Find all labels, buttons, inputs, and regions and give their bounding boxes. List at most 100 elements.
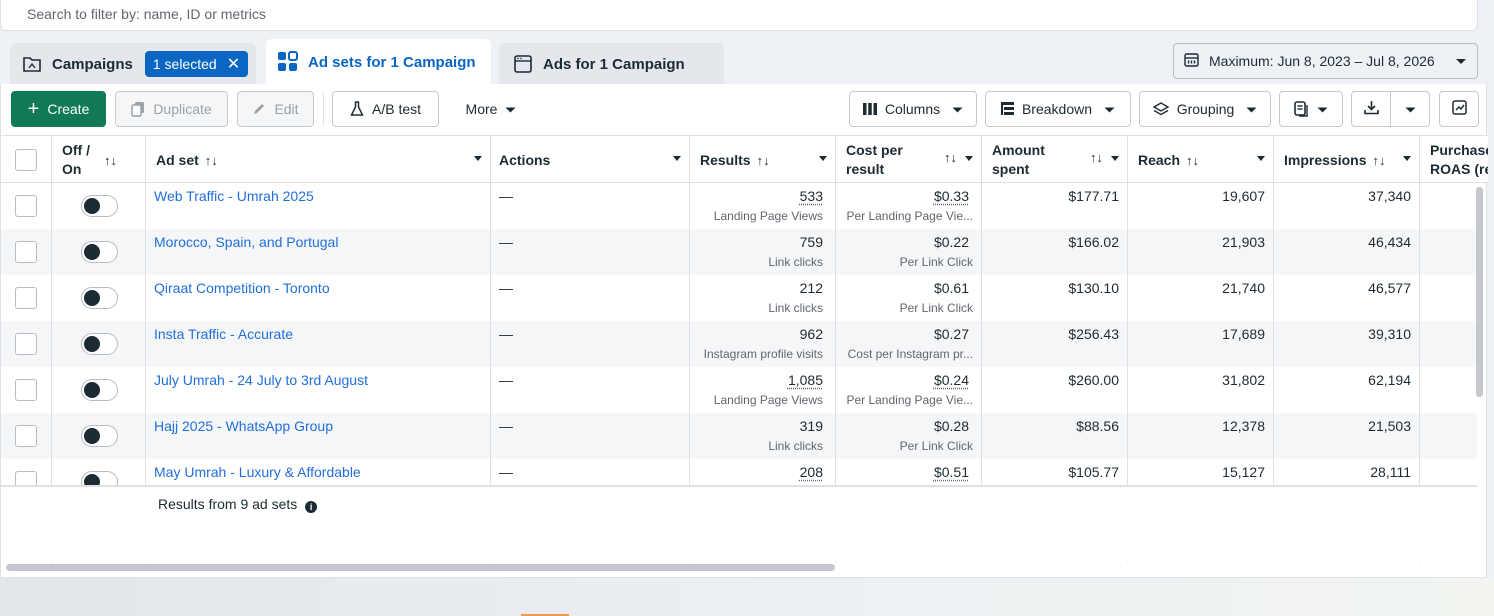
row-toggle[interactable]	[81, 287, 118, 309]
table-row[interactable]: Insta Traffic - Accurate — 962 Instagram pr…	[1, 321, 1477, 367]
impressions-value: 46,434	[1368, 234, 1411, 250]
sort-icon[interactable]: ↑↓	[756, 152, 770, 168]
adset-name-link[interactable]: Morocco, Spain, and Portugal	[154, 234, 339, 250]
date-range-picker[interactable]: Maximum: Jun 8, 2023 – Jul 8, 2026	[1173, 43, 1478, 79]
sort-icon[interactable]: ↑↓	[204, 152, 218, 168]
column-menu-icon[interactable]	[1403, 156, 1411, 161]
row-checkbox[interactable]	[15, 379, 37, 401]
column-menu-icon[interactable]	[1257, 156, 1265, 161]
row-checkbox[interactable]	[15, 471, 37, 485]
row-toggle[interactable]	[81, 379, 118, 401]
cost-per-result-value[interactable]: $0.33	[933, 188, 969, 204]
header-purchase-line1: Purchase	[1430, 142, 1488, 158]
column-menu-icon[interactable]	[673, 156, 681, 161]
selected-count-pill[interactable]: 1 selected ✕	[144, 51, 249, 77]
row-toggle[interactable]	[81, 241, 118, 263]
row-toggle[interactable]	[81, 195, 118, 217]
ab-test-button[interactable]: A/B test	[332, 91, 439, 127]
tab-campaigns[interactable]: Campaigns 1 selected ✕	[10, 43, 256, 85]
adset-name-link[interactable]: Insta Traffic - Accurate	[154, 326, 294, 342]
row-checkbox[interactable]	[15, 195, 37, 217]
ab-test-label: A/B test	[371, 101, 422, 117]
sort-icon[interactable]: ↑↓	[944, 150, 957, 165]
adset-name-link[interactable]: July Umrah - 24 July to 3rd August	[154, 372, 368, 388]
table-row[interactable]: Qiraat Competition - Toronto — 212 Link cli…	[1, 275, 1477, 321]
cost-per-result-value[interactable]: $0.24	[933, 372, 969, 388]
header-impressions[interactable]: Impressions ↑↓	[1274, 136, 1420, 184]
chevron-down-icon	[505, 101, 516, 117]
cost-per-result-value: $0.28	[933, 418, 969, 434]
adset-name-link[interactable]: Qiraat Competition - Toronto	[154, 280, 330, 296]
table-body: Web Traffic - Umrah 2025 — 533 Landing Page…	[1, 183, 1477, 485]
edit-button[interactable]: Edit	[237, 91, 314, 127]
tab-ads[interactable]: Ads for 1 Campaign	[499, 43, 724, 85]
row-checkbox[interactable]	[15, 241, 37, 263]
row-checkbox[interactable]	[15, 425, 37, 447]
header-amount-spent[interactable]: Amount spent ↑↓	[982, 136, 1128, 184]
row-toggle[interactable]	[81, 425, 118, 447]
clear-selection-icon[interactable]: ✕	[226, 56, 241, 73]
duplicate-button[interactable]: Duplicate	[115, 91, 228, 127]
amount-spent-value: $130.10	[1068, 280, 1119, 296]
table-row[interactable]: May Umrah - Luxury & Affordable — 208 $0.51…	[1, 459, 1477, 485]
export-options-button[interactable]	[1390, 91, 1430, 127]
search-input[interactable]	[1, 0, 1477, 28]
sort-icon[interactable]: ↑↓	[1090, 150, 1103, 165]
duplicate-icon	[131, 101, 145, 117]
table-row[interactable]: Hajj 2025 - WhatsApp Group — 319 Link click…	[1, 413, 1477, 459]
adset-name-link[interactable]: Web Traffic - Umrah 2025	[154, 188, 314, 204]
header-off-on[interactable]: Off / On ↑↓	[52, 136, 146, 184]
row-toggle[interactable]	[81, 471, 118, 485]
column-menu-icon[interactable]	[819, 156, 827, 161]
vertical-scrollbar[interactable]	[1476, 187, 1483, 397]
column-divider	[1419, 135, 1420, 562]
breakdown-button[interactable]: Breakdown	[985, 91, 1131, 127]
results-value[interactable]: 533	[799, 188, 823, 204]
cost-per-result-value[interactable]: $0.51	[933, 464, 969, 480]
header-purchase-roas[interactable]: Purchase ROAS (re	[1420, 136, 1488, 184]
sort-icon[interactable]: ↑↓	[1186, 152, 1200, 168]
more-button[interactable]: More	[451, 91, 531, 127]
adset-name-link[interactable]: Hajj 2025 - WhatsApp Group	[154, 418, 333, 434]
select-all-checkbox[interactable]	[15, 149, 37, 171]
column-menu-icon[interactable]	[965, 156, 973, 161]
edit-label: Edit	[274, 101, 299, 117]
table-row[interactable]: Morocco, Spain, and Portugal — 759 Link cli…	[1, 229, 1477, 275]
plus-icon: +	[27, 97, 40, 120]
row-checkbox[interactable]	[15, 333, 37, 355]
horizontal-scrollbar[interactable]	[6, 564, 835, 571]
column-menu-icon[interactable]	[474, 156, 482, 161]
reports-dropdown-button[interactable]	[1279, 91, 1343, 127]
header-results[interactable]: Results ↑↓	[690, 136, 836, 184]
header-cost-per-result[interactable]: Cost per result ↑↓	[836, 136, 982, 184]
ad-window-icon	[511, 52, 535, 76]
results-value[interactable]: 208	[799, 464, 823, 480]
header-actions[interactable]: Actions	[491, 136, 690, 184]
cost-per-result-type: Per Landing Page Vie...	[846, 393, 973, 407]
export-button[interactable]	[1351, 91, 1391, 127]
chevron-down-icon	[1405, 101, 1416, 117]
view-charts-button[interactable]	[1439, 91, 1479, 127]
sort-icon[interactable]: ↑↓	[1372, 152, 1386, 168]
grouping-button[interactable]: Grouping	[1139, 91, 1271, 127]
campaign-folder-icon	[20, 52, 44, 76]
column-menu-icon[interactable]	[1111, 156, 1119, 161]
header-reach[interactable]: Reach ↑↓	[1128, 136, 1274, 184]
columns-button[interactable]: Columns	[849, 91, 977, 127]
table-row[interactable]: Web Traffic - Umrah 2025 — 533 Landing Page…	[1, 183, 1477, 229]
row-toggle[interactable]	[81, 333, 118, 355]
report-stack-icon	[1294, 101, 1309, 117]
adset-name-link[interactable]: May Umrah - Luxury & Affordable	[154, 464, 361, 480]
table-header: Off / On ↑↓ Ad set ↑↓ Actions Results ↑↓ …	[1, 135, 1488, 184]
header-reach-label: Reach	[1138, 152, 1181, 168]
columns-icon	[862, 103, 877, 115]
table-row[interactable]: July Umrah - 24 July to 3rd August — 1,085…	[1, 367, 1477, 413]
results-value[interactable]: 1,085	[787, 372, 823, 388]
row-checkbox[interactable]	[15, 287, 37, 309]
info-icon[interactable]: i	[305, 501, 318, 513]
tab-adsets[interactable]: Ad sets for 1 Campaign	[266, 39, 491, 85]
header-actions-label: Actions	[499, 152, 551, 168]
create-button[interactable]: + Create	[11, 91, 106, 127]
sort-icon[interactable]: ↑↓	[104, 152, 117, 168]
header-adset[interactable]: Ad set ↑↓	[146, 136, 491, 184]
